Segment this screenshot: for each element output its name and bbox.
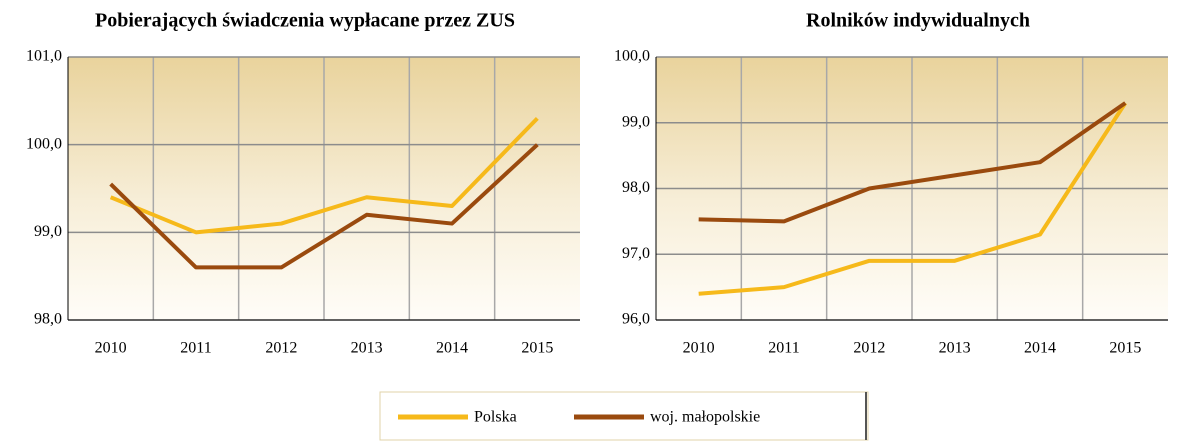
x-tick-label: 2013 [351,340,383,357]
y-tick-label: 99,0 [34,223,62,240]
x-tick-label: 2011 [180,340,211,357]
y-tick-label: 97,0 [622,245,650,262]
series-line [109,116,539,235]
x-tick-label: 2010 [683,340,715,357]
x-tick-label: 2015 [1109,340,1141,357]
y-tick-label: 98,0 [34,311,62,328]
y-tick-label: 100,0 [614,48,650,65]
x-tick-label: 2011 [768,340,799,357]
y-tick-label: 100,0 [26,135,62,152]
x-tick-label: 2013 [939,340,971,357]
chart-title: Pobierających świadczenia wypłacane prze… [95,10,515,32]
x-tick-label: 2012 [853,340,885,357]
series-line [698,101,1128,296]
chart-title: Rolników indywidualnych [806,10,1030,32]
y-tick-label: 98,0 [622,179,650,196]
y-tick-label: 99,0 [622,113,650,130]
x-tick-label: 2014 [436,340,468,357]
legend-label: Polska [474,409,517,426]
x-tick-label: 2015 [521,340,553,357]
legend-label: woj. małopolskie [650,409,760,426]
y-tick-label: 101,0 [26,48,62,65]
series-line [109,143,539,270]
y-tick-label: 96,0 [622,311,650,328]
x-tick-label: 2014 [1024,340,1056,357]
x-tick-label: 2010 [95,340,127,357]
x-tick-label: 2012 [265,340,297,357]
series-line [698,101,1127,224]
